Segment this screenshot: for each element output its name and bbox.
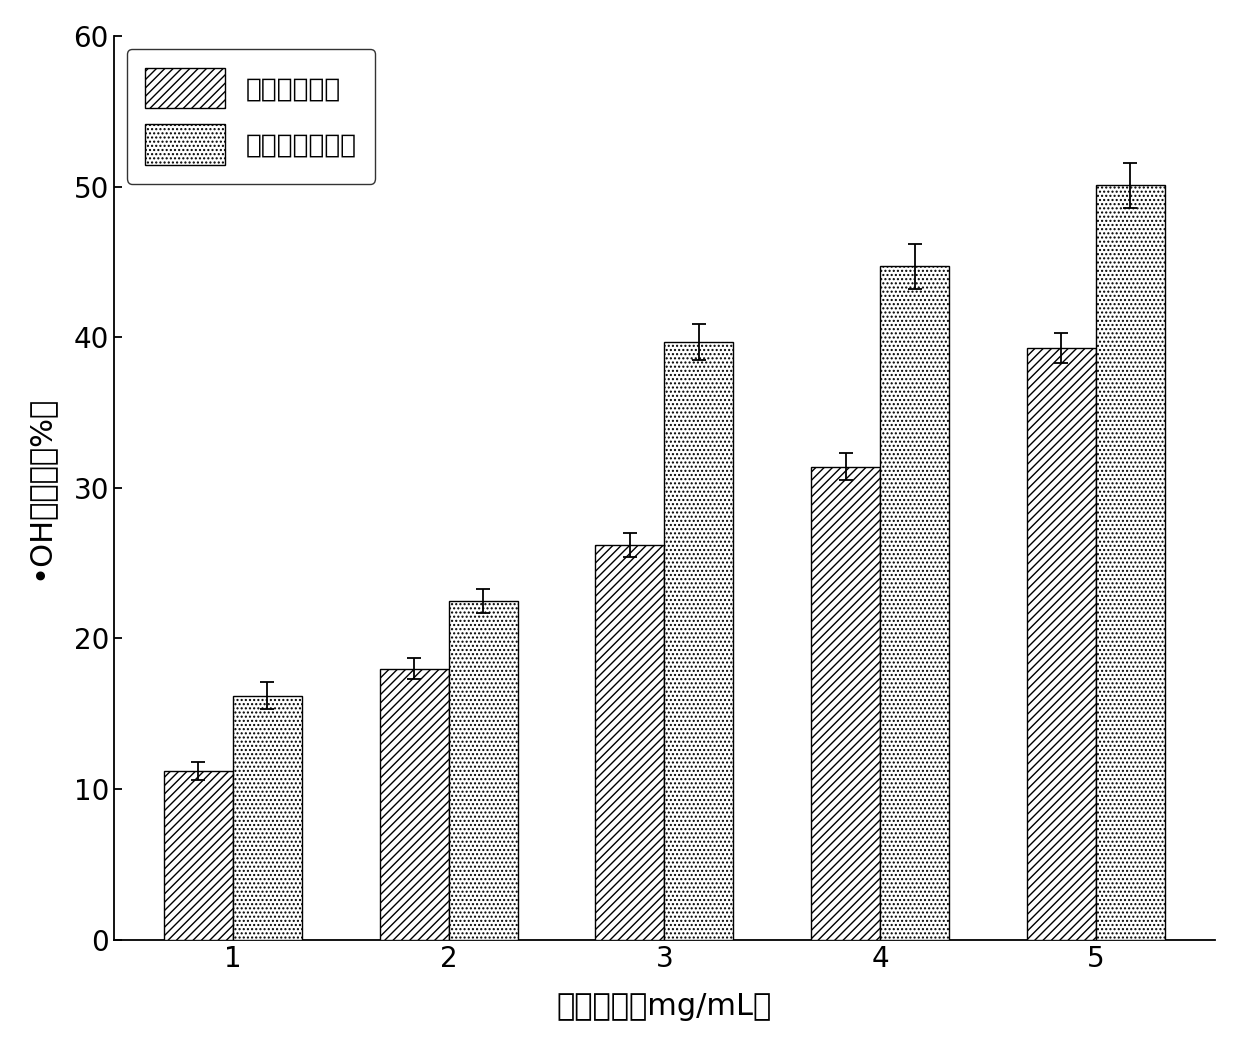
Bar (595, 545, 665, 939)
X-axis label: 样品浓度（mg/mL）: 样品浓度（mg/mL） (557, 992, 773, 1021)
Bar (1096, 185, 1164, 939)
Bar (379, 668, 449, 939)
Bar (233, 696, 303, 939)
Bar (665, 342, 733, 939)
Y-axis label: •OH清除率（%）: •OH清除率（%） (25, 395, 55, 581)
Bar (449, 600, 517, 939)
Bar (880, 267, 949, 939)
Legend: 羊栖菜粗多糖, 降解羊栖菜多糖: 羊栖菜粗多糖, 降解羊栖菜多糖 (126, 49, 376, 183)
Bar (164, 771, 233, 939)
Bar (811, 467, 880, 939)
Bar (1027, 347, 1096, 939)
